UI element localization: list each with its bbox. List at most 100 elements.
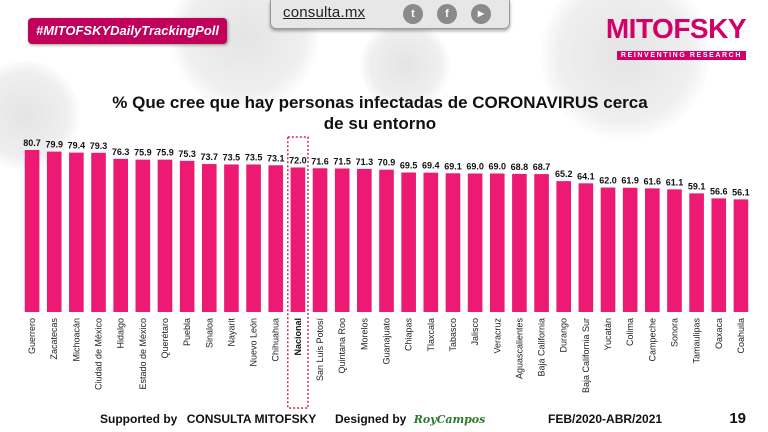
bar (179, 160, 195, 312)
bar (157, 159, 173, 312)
chart-title-line-1: % Que cree que hay personas infectadas d… (112, 93, 648, 112)
data-label: 75.9 (134, 148, 152, 158)
data-label: 69.5 (400, 160, 418, 170)
tick-label: Campeche (647, 318, 657, 362)
data-label: 61.6 (644, 176, 662, 186)
footer-period: FEB/2020-ABR/2021 (548, 412, 663, 426)
tick-label: Baja California Sur (581, 318, 591, 393)
tick-label: San Luis Potosí (315, 318, 325, 382)
tick-label: Morelos (359, 318, 369, 351)
data-label: 72.0 (289, 155, 307, 165)
bar (69, 152, 84, 312)
data-label: 65.2 (555, 169, 573, 179)
tick-label: Colima (625, 318, 635, 346)
data-label: 75.9 (156, 148, 174, 158)
bar (711, 198, 727, 312)
brand-logo: MITOFSKY REINVENTING RESEARCH (605, 13, 747, 62)
bar (113, 158, 128, 312)
tick-label: Sinaloa (204, 318, 214, 348)
tick-label: Oaxaca (714, 318, 724, 349)
bar (290, 167, 306, 312)
data-label: 76.3 (112, 147, 130, 157)
bar (667, 189, 682, 312)
data-label: 61.9 (621, 176, 639, 186)
data-label: 75.3 (178, 149, 196, 159)
tick-label: Puebla (182, 318, 192, 346)
data-label: 68.8 (511, 162, 529, 172)
bar (489, 173, 505, 312)
bar (401, 172, 416, 312)
data-label: 68.7 (533, 162, 551, 172)
bar (445, 173, 461, 312)
tick-label: Baja California (537, 318, 547, 377)
designer-signature: RoyCampos (413, 413, 486, 426)
data-label: 69.0 (488, 161, 506, 171)
chart-title: % Que cree que hay personas infectadas d… (100, 92, 660, 134)
data-label: 71.6 (311, 156, 329, 166)
bar (268, 165, 284, 312)
tick-label: Durango (559, 318, 569, 353)
data-label: 73.5 (223, 152, 241, 162)
bar (512, 173, 527, 312)
tick-label: Estado de México (138, 318, 148, 390)
bar (24, 150, 40, 312)
data-label: 56.6 (710, 186, 728, 196)
bar (135, 159, 151, 312)
data-label: 79.9 (45, 140, 63, 150)
bar (224, 164, 239, 312)
data-label: 73.5 (245, 152, 263, 162)
tick-label: Ciudad de México (94, 318, 104, 390)
twitter-icon[interactable]: t (403, 4, 423, 24)
bar (246, 164, 261, 312)
data-label: 69.0 (466, 161, 484, 171)
bar (423, 172, 439, 312)
virus-background-icon (540, 0, 710, 140)
highlight-box (287, 136, 309, 409)
bar (46, 151, 62, 312)
data-label: 56.1 (732, 187, 750, 197)
bar (600, 187, 616, 312)
footer-designed: Designed by RoyCampos (335, 412, 485, 426)
tick-label: Quintana Roo (337, 318, 347, 374)
tick-label: Tlaxcala (426, 318, 436, 352)
hashtag-badge: #MITOFSKYDailyTrackingPoll (28, 18, 228, 44)
tick-label: Querétaro (160, 318, 170, 359)
facebook-icon[interactable]: f (437, 4, 457, 24)
supported-by: CONSULTA MITOFSKY (186, 412, 317, 426)
site-link[interactable]: consulta.mx (283, 4, 366, 21)
tick-label: Yucatán (603, 318, 613, 351)
tick-label: Sonora (669, 318, 679, 347)
bar (689, 193, 704, 312)
tick-label: Jalisco (470, 318, 480, 346)
bar (645, 188, 660, 312)
supported-label: Supported by (100, 412, 178, 426)
data-label: 73.1 (267, 153, 285, 163)
bar (312, 168, 328, 312)
data-label: 70.9 (378, 158, 396, 168)
tick-label: Nacional (293, 318, 303, 356)
bar (534, 174, 549, 312)
brand-tagline: REINVENTING RESEARCH (616, 51, 746, 60)
brand-name: MITOFSKY (605, 13, 747, 44)
youtube-icon[interactable]: ▶ (471, 4, 491, 24)
bar (733, 199, 749, 312)
page-number: 19 (729, 410, 746, 427)
tick-label: Zacatecas (49, 318, 59, 360)
bar (91, 152, 106, 312)
data-label: 80.7 (23, 138, 41, 148)
bar (357, 168, 372, 312)
bar (578, 183, 594, 312)
top-link-bar: consulta.mx t f ▶ (270, 0, 510, 29)
tick-label: Michoacán (71, 318, 81, 362)
data-label: 71.3 (356, 157, 374, 167)
tick-label: Tamaulipas (692, 318, 702, 364)
tick-label: Tabasco (448, 318, 458, 352)
data-label: 73.7 (201, 152, 219, 162)
bar (556, 181, 572, 312)
bar (622, 187, 638, 312)
data-label: 59.1 (688, 181, 706, 191)
tick-label: Aguascalientes (514, 318, 524, 380)
data-label: 71.5 (333, 156, 351, 166)
tick-label: Veracruz (492, 318, 502, 354)
